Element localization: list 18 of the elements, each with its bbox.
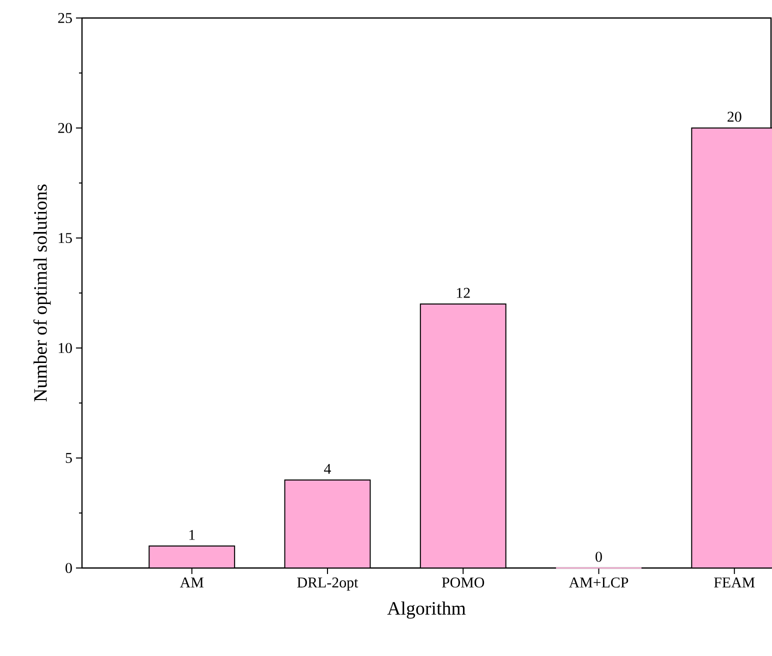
y-tick-label: 25 [58,12,72,24]
data-label: 20 [728,112,742,122]
data-label: 1 [189,530,195,540]
y-tick-label: 5 [66,453,72,463]
x-axis-title: Algorithm [387,601,466,619]
y-tick-label: 0 [66,562,72,574]
y-tick-label: 15 [58,233,72,243]
x-tick-label: AM+LCP [568,578,628,588]
x-tick-label: POMO [442,578,484,588]
x-tick-label: AM [180,578,204,588]
data-label: 0 [596,552,602,562]
y-tick-label: 20 [58,122,72,134]
x-tick-label: FEAM [714,578,755,588]
data-label: 4 [324,464,331,474]
data-label: 12 [456,288,470,298]
x-tick-label: DRL-2opt [297,578,358,591]
y-axis-title: Number of optimal solutions [33,184,51,402]
y-tick-label: 10 [58,342,72,354]
